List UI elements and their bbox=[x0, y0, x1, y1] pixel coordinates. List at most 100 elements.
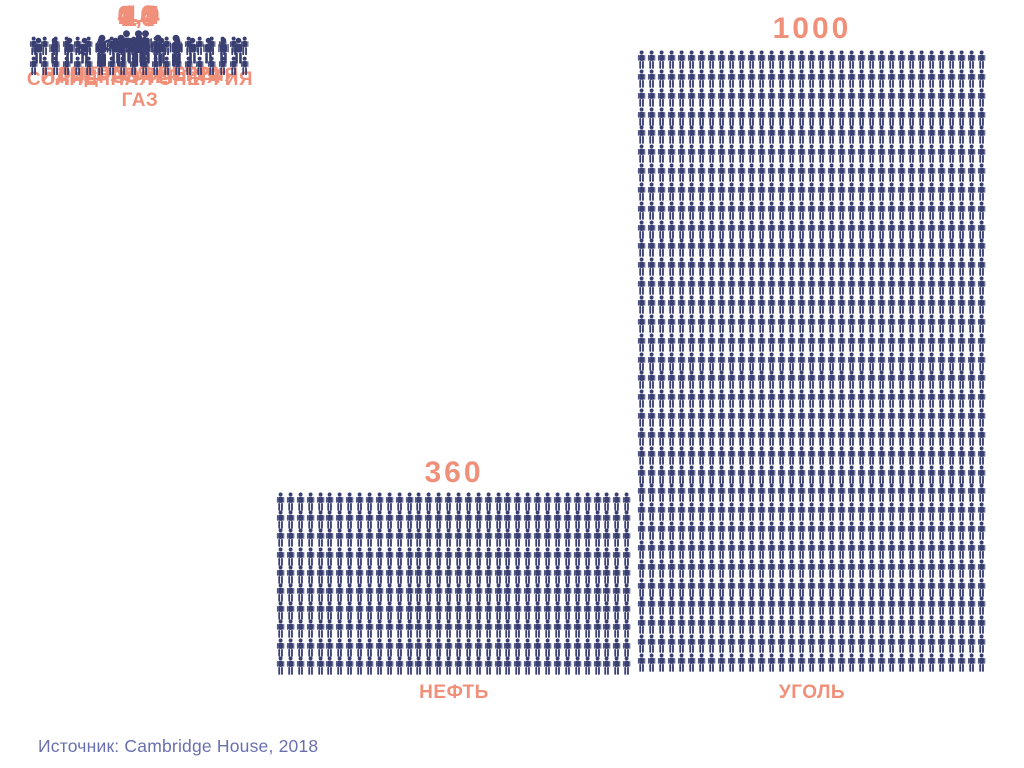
person-icon bbox=[414, 492, 424, 511]
person-icon bbox=[118, 36, 129, 56]
person-icon bbox=[365, 510, 375, 529]
person-icon bbox=[777, 88, 787, 107]
person-icon bbox=[717, 559, 727, 578]
person-icon bbox=[687, 408, 697, 427]
person-icon bbox=[677, 596, 687, 616]
person-icon bbox=[454, 510, 464, 529]
person-icon bbox=[622, 565, 632, 584]
person-icon bbox=[424, 565, 434, 584]
person-icon bbox=[503, 492, 513, 511]
person-icon bbox=[897, 653, 907, 672]
person-icon bbox=[767, 314, 777, 333]
person-icon bbox=[395, 637, 405, 657]
person-icon bbox=[667, 50, 677, 69]
person-icon bbox=[927, 257, 937, 276]
person-icon bbox=[747, 351, 757, 371]
person-icon bbox=[474, 528, 484, 548]
person-icon bbox=[927, 389, 937, 408]
person-icon bbox=[687, 144, 697, 163]
person-icon bbox=[637, 69, 647, 88]
person-icon bbox=[967, 446, 977, 465]
person-icon bbox=[877, 144, 887, 163]
person-icon bbox=[296, 528, 306, 548]
person-icon bbox=[335, 565, 345, 584]
person-icon bbox=[365, 601, 375, 620]
person-icon bbox=[807, 502, 817, 521]
person-icon bbox=[847, 50, 857, 69]
person-icon bbox=[677, 125, 687, 145]
person-icon bbox=[967, 540, 977, 559]
person-icon bbox=[877, 615, 887, 634]
person-icon bbox=[807, 351, 817, 371]
person-icon bbox=[927, 201, 937, 220]
person-icon bbox=[647, 408, 657, 427]
person-icon bbox=[355, 547, 365, 566]
person-icon bbox=[797, 276, 807, 295]
person-icon bbox=[647, 125, 657, 145]
person-icon bbox=[807, 314, 817, 333]
person-icon bbox=[414, 547, 424, 566]
person-icon bbox=[777, 540, 787, 559]
person-icon bbox=[553, 510, 563, 529]
person-icon bbox=[937, 314, 947, 333]
person-icon bbox=[345, 619, 355, 638]
person-icon bbox=[677, 465, 687, 484]
person-icon bbox=[687, 125, 697, 145]
person-icon bbox=[707, 333, 717, 352]
person-icon bbox=[325, 510, 335, 529]
person-icon bbox=[817, 446, 827, 465]
person-icon bbox=[464, 637, 474, 657]
person-icon bbox=[767, 540, 777, 559]
person-icon bbox=[977, 578, 987, 597]
person-icon bbox=[707, 559, 717, 578]
person-icon bbox=[857, 182, 867, 201]
person-icon bbox=[777, 276, 787, 295]
person-icon bbox=[957, 125, 967, 145]
person-icon bbox=[777, 220, 787, 239]
person-icon bbox=[316, 547, 326, 566]
person-icon bbox=[757, 483, 767, 503]
person-icon bbox=[523, 601, 533, 620]
person-icon bbox=[523, 492, 533, 511]
person-icon bbox=[807, 559, 817, 578]
person-icon bbox=[637, 295, 647, 314]
person-icon bbox=[707, 540, 717, 559]
person-icon bbox=[687, 502, 697, 521]
person-icon bbox=[697, 314, 707, 333]
person-icon bbox=[667, 106, 677, 126]
person-icon bbox=[777, 257, 787, 276]
person-icon bbox=[817, 578, 827, 597]
person-icon bbox=[947, 333, 957, 352]
person-icon bbox=[637, 596, 647, 616]
person-icon bbox=[887, 333, 897, 352]
person-icon bbox=[647, 144, 657, 163]
person-icon bbox=[757, 314, 767, 333]
person-icon bbox=[454, 656, 464, 675]
person-icon bbox=[897, 446, 907, 465]
person-icon bbox=[807, 446, 817, 465]
person-icon bbox=[737, 314, 747, 333]
person-icon bbox=[667, 559, 677, 578]
person-icon bbox=[474, 601, 484, 620]
person-icon bbox=[563, 601, 573, 620]
person-icon bbox=[697, 483, 707, 503]
person-icon bbox=[345, 583, 355, 602]
person-icon bbox=[967, 483, 977, 503]
person-icon bbox=[543, 528, 553, 548]
person-icon bbox=[533, 528, 543, 548]
person-icon bbox=[375, 656, 385, 675]
person-icon bbox=[697, 408, 707, 427]
person-icon bbox=[877, 88, 887, 107]
person-icon bbox=[727, 634, 737, 653]
person-icon bbox=[787, 220, 797, 239]
person-icon bbox=[907, 483, 917, 503]
person-icon bbox=[414, 601, 424, 620]
person-icon bbox=[767, 257, 777, 276]
person-icon bbox=[977, 276, 987, 295]
person-icon bbox=[553, 492, 563, 511]
person-icon bbox=[797, 483, 807, 503]
person-icon bbox=[414, 637, 424, 657]
person-icon bbox=[464, 547, 474, 566]
person-icon bbox=[697, 295, 707, 314]
person-icon bbox=[837, 502, 847, 521]
